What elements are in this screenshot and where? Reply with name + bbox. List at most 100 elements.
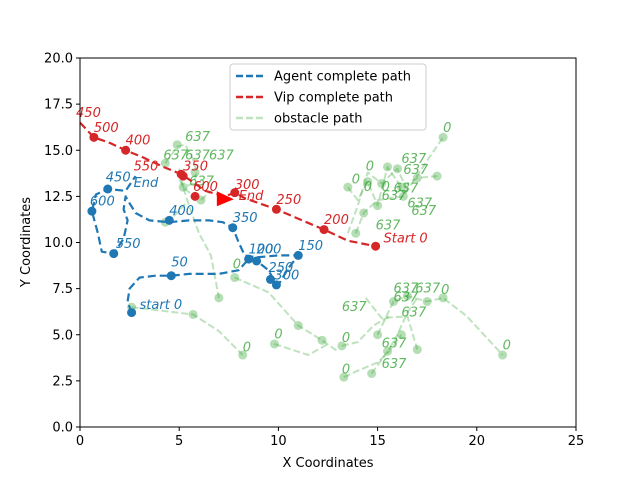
obstacle-step-label: 637	[189, 174, 215, 189]
obstacle-point	[402, 291, 412, 301]
obstacle-point	[293, 321, 303, 331]
obstacle-point	[230, 273, 240, 283]
obstacle-step-label: 0	[352, 172, 360, 187]
vip-step-label: 300	[235, 178, 260, 193]
obstacle-point	[422, 297, 432, 307]
obstacle-point	[377, 178, 387, 188]
obstacle-step-label: 637	[415, 281, 441, 296]
obstacle-path-line	[274, 343, 329, 356]
legend-entry-label: Agent complete path	[274, 70, 411, 85]
agent-point	[271, 280, 281, 290]
y-tick-label: 12.5	[44, 190, 73, 205]
agent-point	[166, 271, 176, 281]
vip-point	[190, 191, 200, 201]
x-tick-label: 20	[469, 434, 486, 449]
obstacle-step-label: 0	[366, 160, 374, 175]
legend-entry-label: obstacle path	[274, 112, 363, 127]
y-tick-label: 2.5	[52, 374, 73, 389]
agent-layer: start 050150100200250300350400450550600E…	[87, 171, 323, 318]
x-tick-label: 10	[270, 434, 287, 449]
obstacle-point	[238, 350, 248, 360]
obstacle-point	[498, 350, 508, 360]
vip-point	[319, 225, 329, 235]
agent-step-label: start 0	[140, 298, 183, 313]
vip-step-label: 550	[134, 160, 159, 175]
agent-step-label: 200	[257, 243, 282, 258]
x-axis-label: X Coordinates	[282, 456, 373, 471]
vip-step-label: End	[239, 189, 264, 204]
agent-point	[109, 249, 119, 259]
obstacle-point	[396, 330, 406, 340]
agent-step-label: 50	[171, 255, 188, 270]
agent-step-label: 250	[268, 261, 293, 276]
obstacle-step-label: 637	[209, 148, 235, 163]
obstacle-step-label: 0	[382, 180, 390, 195]
x-tick-label: 25	[568, 434, 585, 449]
agent-step-label: 550	[116, 237, 141, 252]
obstacle-path-line	[346, 167, 409, 234]
obstacle-path-line	[131, 306, 244, 356]
agent-step-label: 450	[106, 171, 131, 186]
obstacle-path-line	[354, 136, 444, 234]
obstacle-point	[359, 208, 369, 218]
obstacle-path-line	[376, 295, 504, 356]
vip-step-label: Start 0	[384, 232, 428, 247]
vip-point	[89, 132, 99, 142]
obstacle-step-label: 0	[342, 331, 350, 346]
legend-box	[229, 63, 427, 131]
legend-entry-label: Vip complete path	[274, 91, 393, 106]
y-axis-label: Y Coordinates	[19, 197, 34, 288]
obstacle-step-label: 0	[503, 339, 511, 354]
vip-point	[271, 204, 281, 214]
obstacle-point	[438, 293, 448, 303]
obstacle-path-line	[343, 334, 403, 379]
agent-step-label: 150	[298, 239, 323, 254]
legend: Agent complete path Vip complete path obst…	[229, 63, 427, 131]
obstacle-point	[373, 330, 383, 340]
y-tick-label: 10.0	[44, 236, 73, 251]
obstacle-step-label: 637	[376, 219, 402, 234]
obstacle-point	[398, 191, 408, 201]
x-tick-label: 5	[175, 434, 183, 449]
obstacle-step-label: 0	[364, 180, 372, 195]
vip-step-label: 350	[183, 160, 208, 175]
obstacle-path-line	[364, 297, 419, 350]
obstacle-step-label: 637	[393, 291, 419, 306]
obstacle-step-label: 0	[243, 340, 251, 355]
obstacle-point	[438, 132, 448, 142]
obstacle-point	[392, 164, 402, 174]
obstacle-step-label: 0	[441, 283, 449, 298]
obstacle-step-label: 637	[382, 189, 408, 204]
vip-point	[178, 171, 188, 181]
agent-step-label: 600	[90, 195, 115, 210]
obstacle-step-label: 0	[233, 257, 241, 272]
obstacle-point	[412, 173, 422, 183]
obstacle-point	[172, 140, 182, 150]
obstacle-point	[188, 309, 198, 319]
y-tick-label: 20.0	[44, 52, 73, 67]
vip-step-label: 200	[324, 213, 349, 228]
agent-point	[252, 256, 262, 266]
y-tick-label: 7.5	[52, 282, 73, 297]
vip-step-label: 250	[276, 193, 301, 208]
y-tick-label: 17.5	[44, 98, 73, 113]
agent-point	[103, 184, 113, 194]
agent-path-line	[90, 175, 300, 313]
obstacle-point	[178, 182, 188, 192]
obstacle-point	[351, 228, 361, 238]
obstacle-step-label: 637	[163, 148, 189, 163]
y-tick-label: 5.0	[52, 328, 73, 343]
obstacle-point	[343, 182, 353, 192]
obstacle-step-label: 637	[393, 182, 419, 197]
vip-path-line	[79, 121, 376, 248]
obstacle-point	[190, 167, 200, 177]
obstacle-step-label: 0	[443, 121, 451, 136]
agent-point	[293, 250, 303, 260]
obstacle-point	[432, 171, 442, 181]
x-tick-label: 15	[369, 434, 386, 449]
obstacle-step-label: 637	[393, 281, 419, 296]
obstacle-path-line	[234, 276, 339, 353]
y-tick-label: 15.0	[44, 144, 73, 159]
obstacle-point	[160, 158, 170, 168]
obstacle-step-label: 0	[274, 327, 282, 342]
